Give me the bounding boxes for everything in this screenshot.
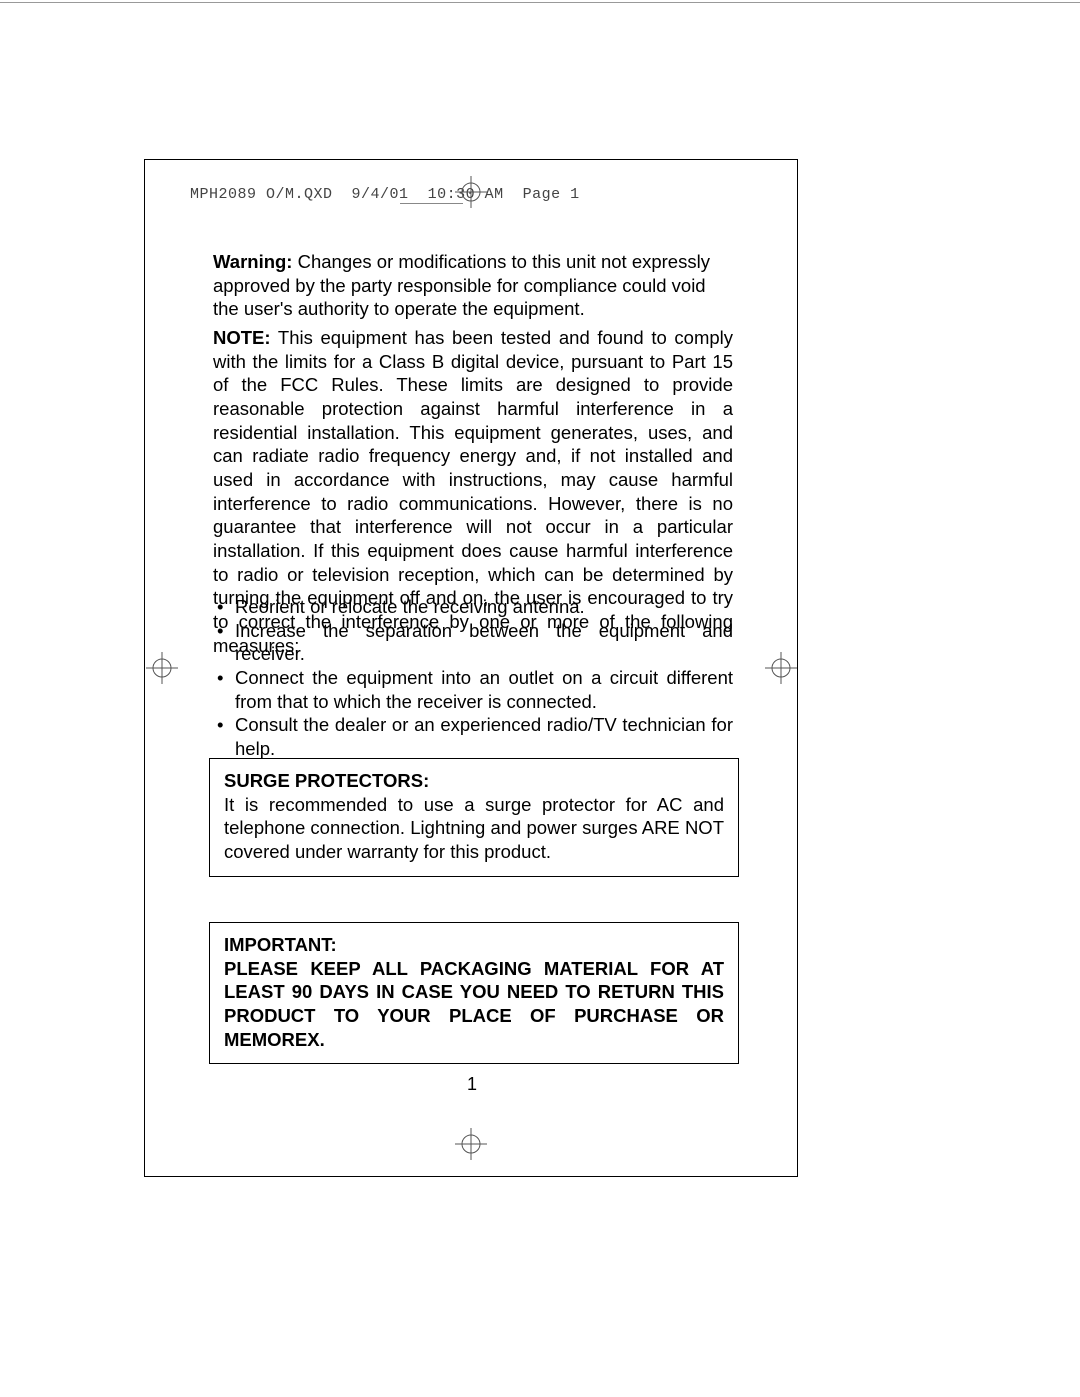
bullet-text: Increase the separation between the equi… [235,620,733,665]
header-page: Page 1 [523,186,580,203]
important-box: IMPORTANT: PLEASE KEEP ALL PACKAGING MAT… [209,922,739,1064]
warning-paragraph: Warning: Changes or modifications to thi… [213,250,733,321]
warning-label: Warning: [213,251,292,272]
surge-title: SURGE PROTECTORS: [224,769,724,793]
list-item: Consult the dealer or an experienced rad… [235,713,733,760]
crop-mark-left [146,652,176,682]
scan-top-edge [0,2,1080,3]
important-text: PLEASE KEEP ALL PACKAGING MATERIAL FOR A… [224,957,724,1052]
bullet-text: Consult the dealer or an experienced rad… [235,714,733,759]
list-item: Connect the equipment into an outlet on … [235,666,733,713]
page-number: 1 [467,1074,477,1095]
list-item: Increase the separation between the equi… [235,619,733,666]
crop-mark-right [765,652,795,682]
bullet-list: Reorient or relocate the receiving anten… [213,595,733,761]
header-underline [400,203,463,204]
crop-mark-top [455,176,485,206]
surge-protectors-box: SURGE PROTECTORS: It is recommended to u… [209,758,739,877]
surge-text: It is recommended to use a surge protect… [224,793,724,864]
crop-mark-bottom [455,1128,485,1158]
list-item: Reorient or relocate the receiving anten… [235,595,733,619]
bullet-text: Connect the equipment into an outlet on … [235,667,733,712]
header-filename: MPH2089 O/M.QXD [190,186,333,203]
note-label: NOTE: [213,327,271,348]
bullet-text: Reorient or relocate the receiving anten… [235,596,585,617]
important-title: IMPORTANT: [224,933,724,957]
header-date: 9/4/01 [352,186,409,203]
